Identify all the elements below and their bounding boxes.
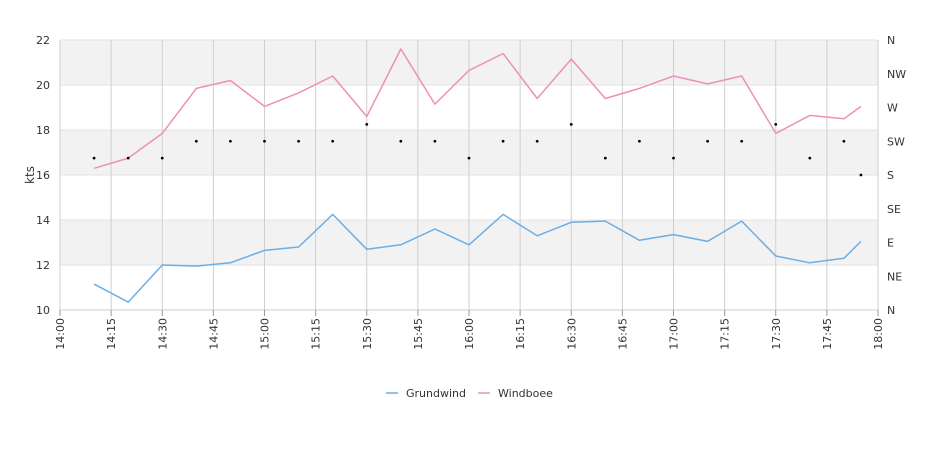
legend-item-windboee[interactable]: Windboee — [478, 387, 553, 400]
direction-point — [706, 139, 709, 143]
direction-point — [603, 156, 607, 160]
y-tick-label: 10 — [36, 304, 50, 317]
direction-tick-label: SE — [887, 203, 901, 216]
direction-point — [194, 139, 198, 143]
y-axis-ticks: 10 12 14 16 18 20 22 — [36, 34, 50, 317]
x-tick-label: 14:15 — [105, 318, 118, 350]
direction-point — [535, 139, 539, 143]
direction-point — [638, 139, 641, 143]
y-axis-title: kts — [23, 166, 37, 184]
direction-point — [433, 139, 437, 143]
x-tick-label: 16:30 — [565, 318, 578, 350]
direction-point — [774, 122, 778, 126]
direction-point — [126, 156, 130, 160]
x-tick-label: 15:30 — [361, 318, 374, 350]
direction-tick-label: SW — [887, 135, 905, 148]
direction-tick-label: S — [887, 169, 894, 182]
legend-label: Windboee — [498, 387, 553, 400]
x-tick-label: 16:00 — [463, 318, 476, 350]
y-tick-label: 18 — [36, 124, 50, 137]
y-tick-label: 16 — [36, 169, 50, 182]
x-tick-label: 17:15 — [719, 318, 732, 350]
series-line-windboee — [93, 48, 862, 170]
x-tick-label: 17:45 — [821, 318, 834, 350]
legend-item-grundwind[interactable]: Grundwind — [386, 387, 466, 400]
direction-point — [263, 139, 266, 143]
x-tick-label: 14:00 — [54, 318, 67, 350]
direction-axis-ticks: N NE E SE S SW W NW N — [887, 34, 906, 317]
direction-tick-label: E — [887, 237, 894, 250]
direction-points — [92, 122, 863, 177]
direction-point — [399, 139, 403, 143]
legend-label: Grundwind — [406, 387, 466, 400]
direction-point — [808, 156, 812, 160]
direction-point — [297, 139, 300, 143]
direction-point — [842, 139, 846, 143]
x-tick-label: 16:15 — [514, 318, 527, 350]
direction-point — [501, 139, 505, 143]
x-tick-label: 14:30 — [156, 318, 169, 350]
x-tick-label: 16:45 — [616, 318, 629, 350]
direction-point — [331, 139, 335, 143]
y-tick-label: 12 — [36, 259, 50, 272]
x-tick-label: 15:15 — [310, 318, 323, 350]
direction-point — [92, 156, 96, 160]
series-lines — [93, 48, 862, 303]
direction-point — [229, 139, 232, 143]
direction-tick-label: N — [887, 304, 895, 317]
x-tick-label: 17:30 — [770, 318, 783, 350]
direction-tick-label: W — [887, 102, 898, 115]
direction-tick-label: NE — [887, 270, 902, 283]
y-tick-label: 14 — [36, 214, 50, 227]
y-tick-label: 20 — [36, 79, 50, 92]
x-tick-label: 17:00 — [668, 318, 681, 350]
direction-point — [569, 122, 573, 126]
x-tick-label: 15:00 — [259, 318, 272, 350]
x-axis-ticks: 14:00 14:15 14:30 14:45 15:00 15:15 15:30 15:45… — [54, 310, 885, 350]
direction-point — [160, 156, 164, 160]
direction-point — [672, 156, 675, 160]
legend[interactable]: Grundwind Windboee — [386, 387, 553, 400]
y-tick-label: 22 — [36, 34, 50, 47]
direction-tick-label: N — [887, 34, 895, 47]
grid-lines — [59, 39, 879, 311]
direction-point — [365, 122, 369, 126]
x-tick-label: 14:45 — [207, 318, 220, 350]
direction-point — [740, 139, 744, 143]
x-tick-label: 18:00 — [872, 318, 885, 350]
direction-tick-label: NW — [887, 68, 906, 81]
x-tick-label: 15:45 — [412, 318, 425, 350]
direction-point — [859, 173, 863, 177]
series-line-grundwind — [93, 213, 862, 303]
direction-point — [467, 156, 471, 160]
